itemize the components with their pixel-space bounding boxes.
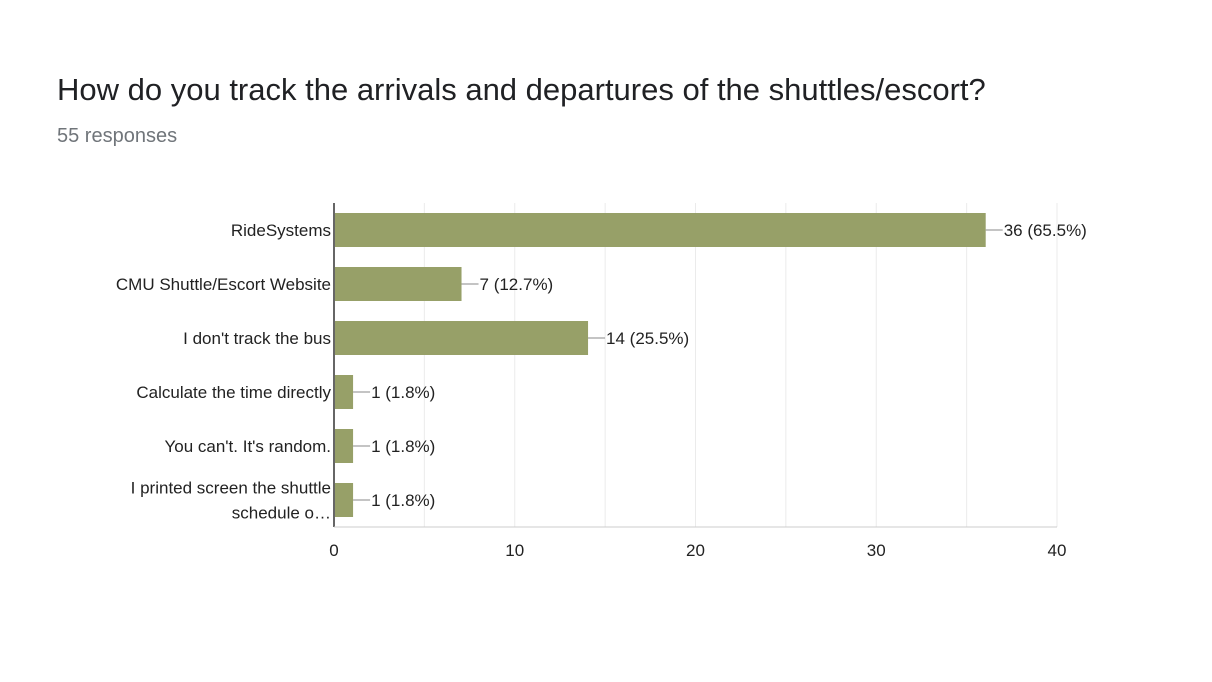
x-tick-label: 0 <box>329 541 338 560</box>
bar <box>335 267 462 301</box>
x-tick-label: 30 <box>867 541 886 560</box>
value-label: 1 (1.8%) <box>371 491 435 510</box>
x-tick-label: 40 <box>1048 541 1067 560</box>
grid-lines <box>423 203 1058 527</box>
value-label: 1 (1.8%) <box>371 383 435 402</box>
bars <box>335 213 1003 517</box>
axes <box>333 203 1057 528</box>
category-label: CMU Shuttle/Escort Website <box>116 275 331 294</box>
question-title: How do you track the arrivals and depart… <box>57 72 986 107</box>
bar <box>335 213 986 247</box>
category-label: I printed screen the shuttle <box>131 479 331 498</box>
response-count: 55 responses <box>57 125 178 147</box>
category-label: RideSystems <box>231 221 331 240</box>
value-label: 1 (1.8%) <box>371 437 435 456</box>
category-label: schedule o… <box>232 504 331 523</box>
bar <box>335 321 589 355</box>
bar <box>335 429 354 463</box>
bar <box>335 375 354 409</box>
value-label: 14 (25.5%) <box>606 329 689 348</box>
category-label: You can't. It's random. <box>164 437 331 456</box>
category-label: I don't track the bus <box>183 329 331 348</box>
category-label: Calculate the time directly <box>136 383 331 402</box>
x-tick-label: 10 <box>505 541 524 560</box>
x-tick-label: 20 <box>686 541 705 560</box>
value-label: 7 (12.7%) <box>480 275 554 294</box>
labels: 36 (65.5%) RideSystems 7 (12.7%) CMU Shuttl… <box>116 221 1087 560</box>
value-label: 36 (65.5%) <box>1004 221 1087 240</box>
bar <box>335 483 354 517</box>
